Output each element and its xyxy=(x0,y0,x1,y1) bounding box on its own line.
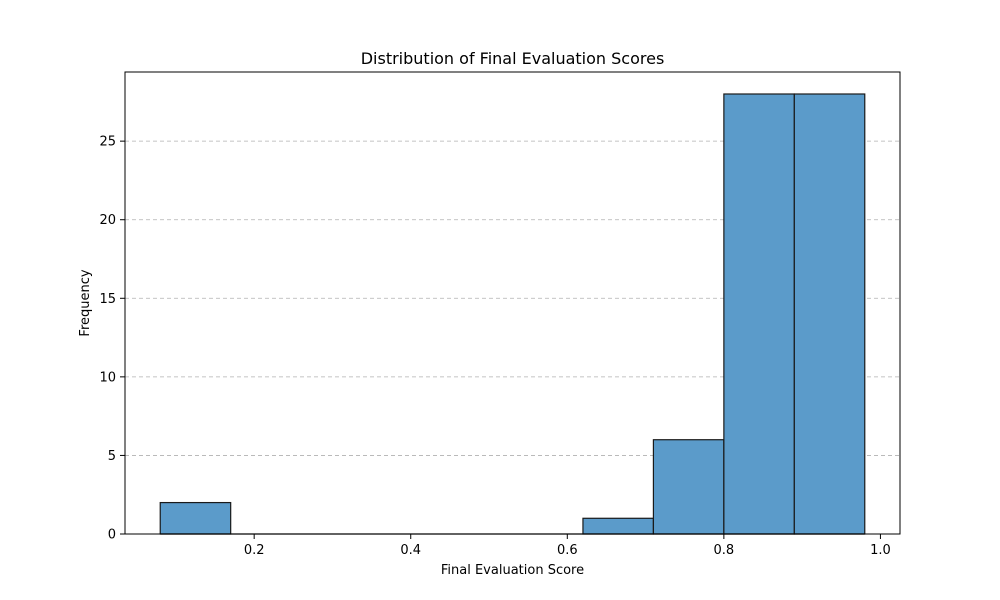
histogram-bar xyxy=(793,93,866,535)
plot-frame xyxy=(124,71,901,535)
bars-layer xyxy=(159,93,866,535)
x-axis-ticks: 0.2 0.4 0.6 0.8 1.0 xyxy=(244,534,891,558)
x-tick-label: 0.2 xyxy=(244,543,265,558)
y-tick-label: 0 xyxy=(108,528,116,543)
x-tick-label: 0.4 xyxy=(400,543,421,558)
y-tick-label: 5 xyxy=(108,449,116,464)
histogram-bar xyxy=(159,501,232,535)
y-tick-label: 15 xyxy=(99,292,116,307)
x-tick-label: 1.0 xyxy=(870,543,891,558)
y-tick-label: 25 xyxy=(99,135,116,150)
y-tick-label: 20 xyxy=(99,213,116,228)
histogram-bar xyxy=(652,439,725,535)
chart-title: Distribution of Final Evaluation Scores xyxy=(361,49,665,68)
y-tick-label: 10 xyxy=(99,370,116,385)
y-axis-ticks: 0 5 10 15 20 25 xyxy=(99,135,125,543)
x-tick-label: 0.8 xyxy=(714,543,735,558)
histogram-bar xyxy=(723,93,795,535)
y-axis-title: Frequency xyxy=(78,269,93,336)
histogram-bar xyxy=(582,517,655,535)
x-tick-label: 0.6 xyxy=(557,543,578,558)
x-axis-title: Final Evaluation Score xyxy=(441,563,584,578)
